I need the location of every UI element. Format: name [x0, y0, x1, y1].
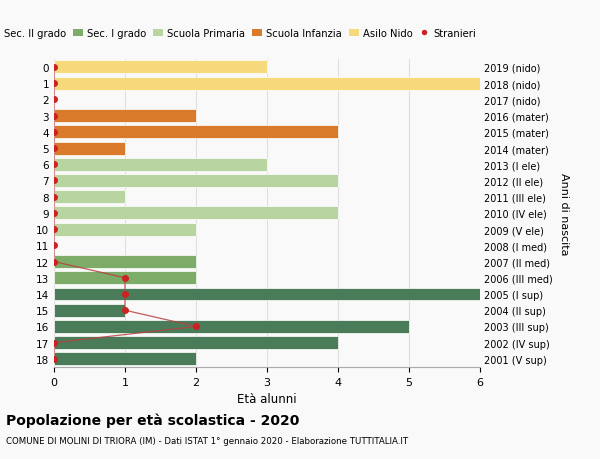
- Bar: [54, 223, 196, 236]
- Text: Popolazione per età scolastica - 2020: Popolazione per età scolastica - 2020: [6, 413, 299, 428]
- Bar: [54, 78, 480, 90]
- Bar: [54, 288, 480, 301]
- Y-axis label: Anni di nascita: Anni di nascita: [559, 172, 569, 255]
- Bar: [54, 353, 196, 365]
- Bar: [54, 256, 196, 269]
- Bar: [54, 320, 409, 333]
- Bar: [54, 304, 125, 317]
- Bar: [54, 110, 196, 123]
- Bar: [54, 142, 125, 155]
- Bar: [54, 62, 267, 74]
- Text: COMUNE DI MOLINI DI TRIORA (IM) - Dati ISTAT 1° gennaio 2020 - Elaborazione TUTT: COMUNE DI MOLINI DI TRIORA (IM) - Dati I…: [6, 436, 408, 445]
- Bar: [54, 191, 125, 204]
- Bar: [54, 126, 338, 139]
- Bar: [54, 207, 338, 220]
- Bar: [54, 272, 196, 285]
- Bar: [54, 174, 338, 188]
- X-axis label: Età alunni: Età alunni: [237, 392, 297, 405]
- Bar: [54, 158, 267, 171]
- Legend: Sec. II grado, Sec. I grado, Scuola Primaria, Scuola Infanzia, Asilo Nido, Stran: Sec. II grado, Sec. I grado, Scuola Prim…: [0, 25, 480, 43]
- Bar: [54, 336, 338, 349]
